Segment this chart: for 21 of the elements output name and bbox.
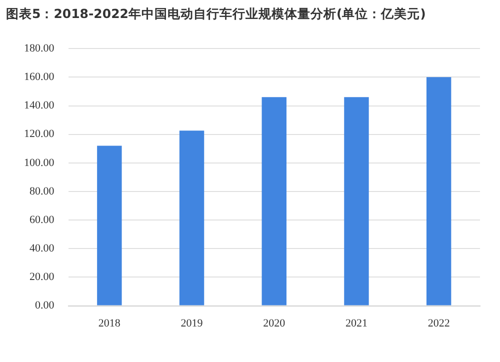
y-tick-label: 20.00 [30, 271, 55, 284]
bar [262, 97, 286, 306]
x-tick-label: 2020 [263, 317, 286, 330]
bar [179, 130, 204, 306]
y-tick-label: 40.00 [30, 242, 55, 255]
y-tick-label: 60.00 [30, 214, 55, 226]
chart-title: 图表5：2018-2022年中国电动自行车行业规模体量分析(单位：亿美元) [6, 6, 426, 23]
y-tick-label: 140.00 [24, 100, 55, 112]
y-tick-label: 160.00 [24, 71, 55, 84]
x-tick-label: 2019 [180, 317, 204, 330]
y-tick-label: 0.00 [35, 300, 55, 312]
y-tick-label: 80.00 [30, 185, 55, 198]
x-tick-label: 2018 [98, 317, 121, 330]
y-tick-label: 180.00 [24, 42, 55, 54]
bar [344, 97, 369, 306]
bar [97, 146, 122, 306]
x-tick-label: 2021 [345, 317, 368, 330]
y-tick-label: 120.00 [24, 128, 55, 140]
x-tick-label: 2022 [428, 317, 450, 330]
y-tick-label: 100.00 [24, 156, 55, 169]
bar [426, 77, 452, 306]
